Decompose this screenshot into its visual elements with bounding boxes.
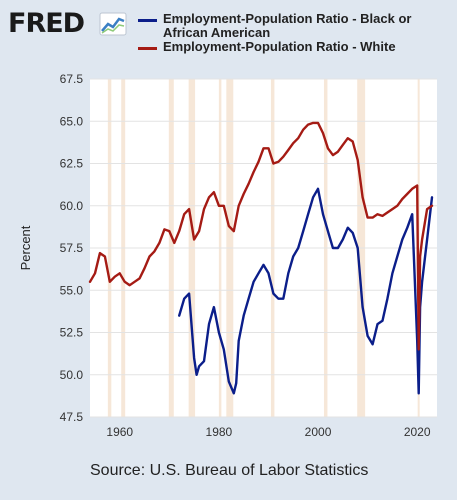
x-tick-label: 1980 [206,425,233,439]
legend-item-black: Employment-Population Ratio - Black or A… [138,12,454,40]
line-chart: 47.5 50.0 52.5 55.0 57.5 60.0 62.5 65.0 67.5 1960… [18,72,437,439]
y-tick-label: 67.5 [60,72,84,86]
fred-logo: FRED [8,8,85,39]
source-note: Source: U.S. Bureau of Labor Statistics [90,462,369,479]
y-tick-label: 55.0 [60,283,84,297]
y-tick-label: 50.0 [60,368,84,382]
legend-label-black: Employment-Population Ratio - Black or A… [163,11,412,40]
y-tick-label: 65.0 [60,114,84,128]
x-tick-label: 2000 [305,425,332,439]
legend-swatch-black [138,19,157,22]
legend-swatch-white [138,47,157,50]
logo-text: FRED [8,8,85,39]
trend-line-icon [99,12,127,36]
y-tick-label: 47.5 [60,410,84,424]
legend-label-white: Employment-Population Ratio - White [163,39,396,54]
y-tick-label: 52.5 [60,326,84,340]
x-tick-label: 1960 [106,425,133,439]
series-line-black [177,187,434,395]
y-tick-label: 60.0 [60,199,84,213]
chart-legend: Employment-Population Ratio - Black or A… [138,12,454,54]
x-tick-label: 2020 [404,425,431,439]
series-line-white [88,121,434,351]
legend-item-white: Employment-Population Ratio - White [138,40,454,54]
y-tick-label: 57.5 [60,241,84,255]
y-tick-label: 62.5 [60,157,84,171]
y-axis-label: Percent [18,225,33,270]
